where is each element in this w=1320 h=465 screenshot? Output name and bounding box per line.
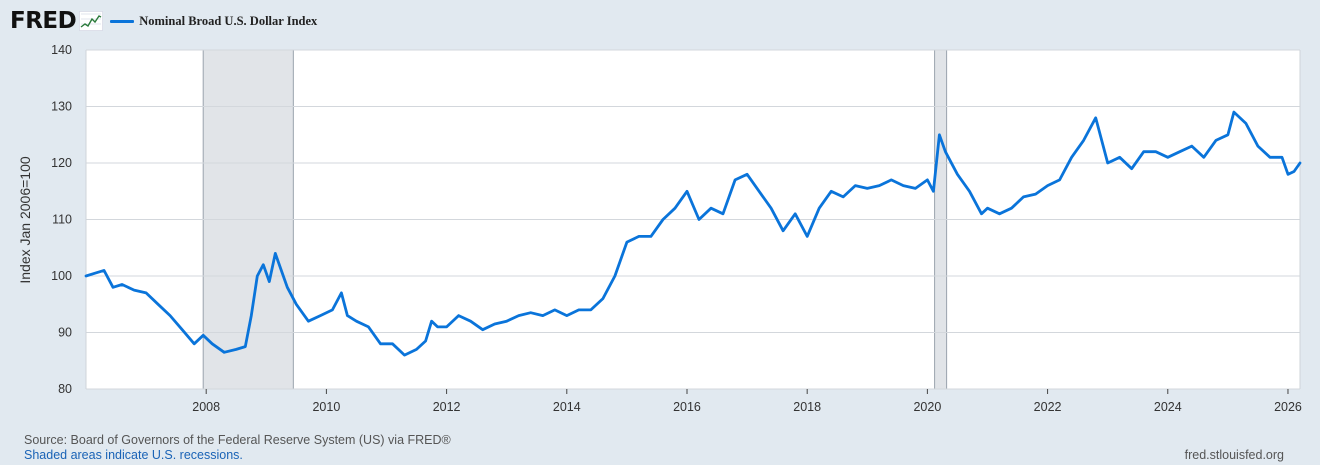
series-lines: [84, 110, 1302, 357]
legend-swatch: [110, 19, 135, 23]
y-axis-label: Index Jan 2006=100: [17, 156, 33, 283]
site-link[interactable]: fred.stlouisfed.org: [1184, 448, 1284, 462]
x-tick-label: 2008: [192, 400, 220, 414]
y-tick-label: 110: [52, 213, 72, 227]
y-tick-label: 100: [51, 269, 72, 283]
x-tick-label: 2014: [553, 400, 581, 414]
grid-lines: [85, 49, 1301, 390]
recession-note[interactable]: Shaded areas indicate U.S. recessions.: [24, 448, 243, 462]
x-tick-label: 2018: [793, 400, 821, 414]
chart-legend: Nominal Broad U.S. Dollar Index: [110, 14, 317, 29]
y-tick-label: 90: [58, 326, 72, 340]
x-tick-label: 2016: [673, 400, 701, 414]
chart-footer: Source: Board of Governors of the Federa…: [24, 433, 451, 463]
x-tick-label: 2012: [433, 400, 461, 414]
series-line: [84, 110, 1302, 357]
source-note: Source: Board of Governors of the Federa…: [24, 433, 451, 447]
x-tick-label: 2020: [913, 400, 941, 414]
x-tick-label: 2024: [1154, 400, 1182, 414]
y-tick-label: 80: [58, 382, 72, 396]
x-tick-label: 2026: [1274, 400, 1302, 414]
x-tick-label: 2010: [312, 400, 340, 414]
x-tick-label: 2022: [1034, 400, 1062, 414]
line-graph-icon: [79, 11, 103, 31]
legend-label: Nominal Broad U.S. Dollar Index: [139, 13, 318, 28]
chart-header: FRED Nominal Broad U.S. Dollar Index: [10, 6, 317, 36]
axis-ticks: 80 90 100 110 120 130 140 2008 2010 2012 2014 2016 2…: [51, 43, 1302, 414]
y-tick-label: 140: [51, 43, 72, 57]
fred-logo[interactable]: FRED: [10, 8, 77, 34]
y-tick-label: 120: [51, 156, 72, 170]
y-tick-label: 130: [51, 100, 72, 114]
